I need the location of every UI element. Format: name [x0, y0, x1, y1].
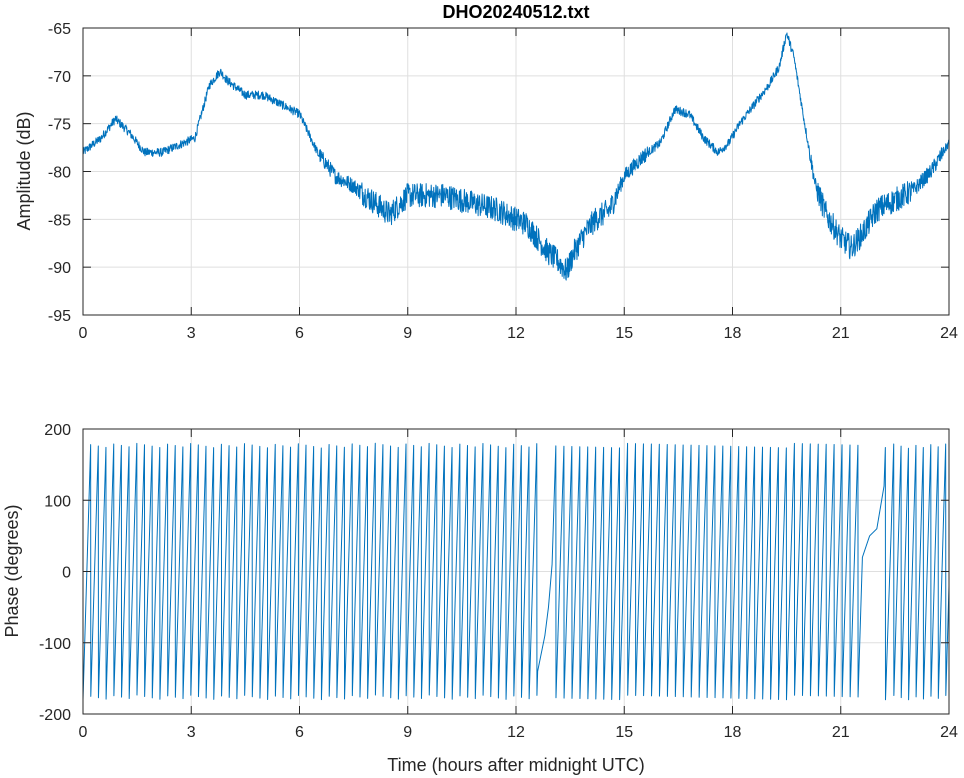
- phase-x-tick-label: 18: [724, 724, 742, 741]
- amplitude-y-tick-label: -95: [48, 308, 71, 325]
- phase-y-tick-label: -200: [39, 707, 71, 724]
- amplitude-y-tick-label: -70: [48, 69, 71, 86]
- phase-series: [82, 442, 950, 701]
- phase-x-tick-label: 6: [295, 724, 304, 741]
- amplitude-y-tick-label: -85: [48, 212, 71, 229]
- phase-x-tick-label: 0: [79, 724, 88, 741]
- amplitude-series: [82, 32, 950, 281]
- amplitude-x-tick-label: 15: [615, 325, 633, 342]
- phase-y-tick-label: 0: [62, 565, 71, 582]
- phase-x-tick-label: 12: [507, 724, 525, 741]
- x-axis-label: Time (hours after midnight UTC): [387, 755, 644, 775]
- phase-x-tick-label: 21: [832, 724, 850, 741]
- amplitude-y-tick-label: -90: [48, 260, 71, 277]
- phase-y-axis-label: Phase (degrees): [2, 504, 22, 637]
- amplitude-y-tick-label: -80: [48, 165, 71, 182]
- phase-ticks: 0 3 6 9 12 15 18 21 24 -200 -100 0 100 200: [39, 422, 958, 741]
- phase-y-tick-label: 200: [44, 422, 71, 439]
- amplitude-y-tick-label: -65: [48, 21, 71, 38]
- amplitude-y-axis-label: Amplitude (dB): [14, 111, 34, 230]
- amplitude-x-tick-label: 12: [507, 325, 525, 342]
- phase-x-tick-label: 24: [940, 724, 958, 741]
- phase-x-tick-label: 3: [187, 724, 196, 741]
- phase-y-tick-label: 100: [44, 493, 71, 510]
- amplitude-ticks: 0 3 6 9 12 15 18 21 24 -95 -90 -85 -80 -75 -70 -65: [48, 21, 958, 342]
- phase-x-tick-label: 9: [403, 724, 412, 741]
- amplitude-panel: 0 3 6 9 12 15 18 21 24 -95 -90 -85 -80 -75 -70 -65 DHO2…: [14, 2, 958, 342]
- amplitude-x-tick-label: 24: [940, 325, 958, 342]
- amplitude-line: [82, 32, 950, 281]
- amplitude-x-tick-label: 21: [832, 325, 850, 342]
- phase-line: [82, 442, 950, 701]
- phase-x-tick-label: 15: [615, 724, 633, 741]
- amplitude-x-tick-label: 3: [187, 325, 196, 342]
- phase-panel: 0 3 6 9 12 15 18 21 24 -200 -100 0 100 200 Phase (deg…: [2, 422, 958, 775]
- amplitude-x-tick-label: 6: [295, 325, 304, 342]
- chart-title: DHO20240512.txt: [442, 2, 589, 22]
- phase-y-tick-label: -100: [39, 636, 71, 653]
- amplitude-x-tick-label: 18: [724, 325, 742, 342]
- amplitude-x-tick-label: 0: [79, 325, 88, 342]
- amplitude-y-tick-label: -75: [48, 117, 71, 134]
- amplitude-x-tick-label: 9: [403, 325, 412, 342]
